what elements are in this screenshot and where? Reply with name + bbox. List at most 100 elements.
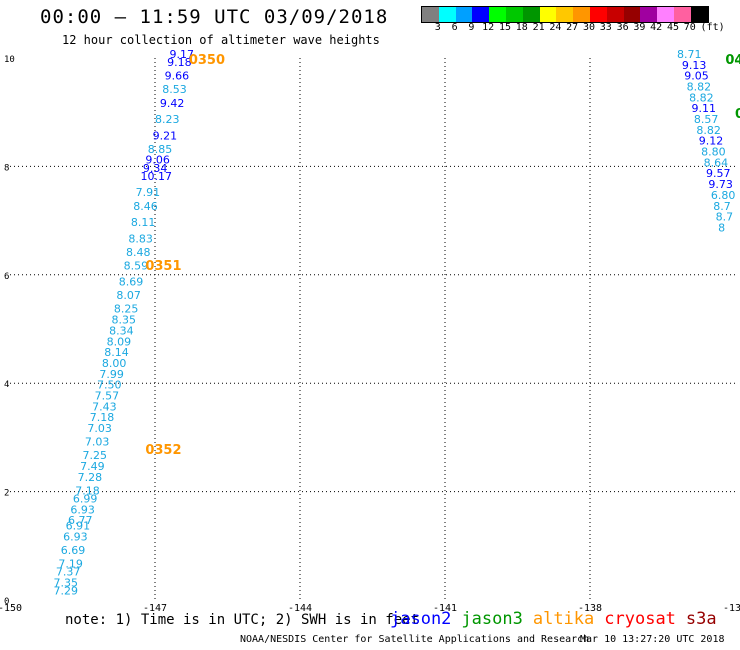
color-scale-ticks: 3 6 9 12 15 18 21 24 27 30 33 36 39 42 45 70 (ft) bbox=[421, 22, 740, 34]
legend-tick-label: 45 bbox=[666, 22, 680, 33]
wave-height-label: 8.14 bbox=[104, 346, 129, 359]
page-subtitle: 12 hour collection of altimeter wave hei… bbox=[62, 33, 380, 47]
wave-height-label: 6.80 bbox=[711, 189, 736, 202]
satellite-legend: jason2 jason3 altika cryosat s3a bbox=[390, 609, 727, 629]
wave-height-label: 6.99 bbox=[73, 492, 98, 505]
wave-height-label: 8.82 bbox=[689, 91, 714, 104]
wave-height-label: 6.91 bbox=[66, 520, 91, 533]
wave-height-label: 8.85 bbox=[148, 143, 173, 156]
credit-text: NOAA/NESDIS Center for Satellite Applica… bbox=[240, 634, 590, 645]
legend-swatch bbox=[455, 7, 473, 22]
wave-height-label: 7.43 bbox=[92, 400, 117, 413]
wave-height-label: 7.50 bbox=[97, 379, 122, 392]
wave-height-label: 8.09 bbox=[107, 335, 131, 348]
legend-swatch bbox=[522, 7, 540, 22]
wave-height-label: 8.59 bbox=[124, 259, 149, 272]
wave-height-label: 7.37 bbox=[56, 566, 81, 579]
x-tick-label: -138 bbox=[578, 603, 602, 614]
satellite-jason3: jason3 bbox=[461, 609, 523, 629]
wave-height-label: 8.82 bbox=[696, 124, 721, 137]
legend-swatch bbox=[505, 7, 523, 22]
legend-swatch bbox=[539, 7, 557, 22]
legend-swatch bbox=[472, 7, 490, 22]
units-note: note: 1) Time is in UTC; 2) SWH is in fe… bbox=[65, 612, 420, 628]
wave-height-label: 8.71 bbox=[677, 48, 702, 61]
wave-height-label: 8.35 bbox=[112, 314, 137, 327]
legend-tick-label: 15 bbox=[498, 22, 512, 33]
wave-height-label: 8.11 bbox=[131, 216, 156, 229]
legend-tick-label: 24 bbox=[549, 22, 562, 33]
wave-height-label: 7.57 bbox=[95, 389, 120, 402]
pass-time-label: 0350 bbox=[189, 53, 225, 68]
satellite-jason2: jason2 bbox=[390, 609, 452, 629]
x-tick-label: -135 bbox=[723, 603, 740, 614]
legend-swatch bbox=[438, 7, 456, 22]
y-tick-label: 4 bbox=[4, 380, 9, 390]
y-tick-label: 8 bbox=[4, 163, 9, 173]
credit-date: Mar 10 13:27:20 UTC 2018 bbox=[580, 634, 725, 645]
legend-tick-label: 39 bbox=[633, 22, 646, 33]
pass-time-label: 0351 bbox=[145, 259, 181, 274]
wave-height-label: 7.18 bbox=[90, 411, 115, 424]
wave-height-label: 9.17 bbox=[170, 48, 195, 61]
wave-height-label: 7.91 bbox=[136, 186, 161, 199]
pass-time-label: 0352 bbox=[145, 443, 181, 458]
color-scale-legend bbox=[421, 6, 709, 23]
wave-height-label: 7.28 bbox=[78, 471, 103, 484]
wave-height-label: 8.7 bbox=[716, 211, 734, 224]
wave-height-label: 8.48 bbox=[126, 246, 151, 259]
legend-swatch bbox=[673, 7, 691, 22]
wave-height-label: 9.06 bbox=[145, 154, 170, 167]
wave-height-label: 8.64 bbox=[704, 156, 729, 169]
wave-height-label: 8 bbox=[718, 221, 725, 234]
wave-height-label: 8.7 bbox=[713, 200, 731, 213]
legend-tick-label: 30 bbox=[582, 22, 596, 33]
satellite-altika: altika bbox=[532, 609, 595, 629]
legend-swatch bbox=[573, 7, 590, 22]
legend-tick-label: 70 bbox=[683, 22, 696, 33]
wave-height-label: 9.11 bbox=[692, 102, 717, 115]
wave-height-label: 10.17 bbox=[141, 170, 173, 183]
wave-height-label: 8.57 bbox=[694, 113, 719, 126]
legend-tick-label: 36 bbox=[616, 22, 629, 33]
y-tick-label: 10 bbox=[4, 55, 15, 65]
legend-tick-label: (ft) bbox=[700, 22, 725, 33]
y-tick-label: 2 bbox=[4, 489, 9, 499]
wave-height-label: 8.83 bbox=[128, 232, 153, 245]
wave-height-label: 8.25 bbox=[114, 303, 138, 316]
wave-height-label: 7.29 bbox=[54, 585, 79, 598]
legend-swatch bbox=[640, 7, 658, 22]
x-tick-label: -147 bbox=[143, 603, 167, 614]
wave-height-label: 7.25 bbox=[83, 449, 108, 462]
wave-height-label: 8.80 bbox=[701, 146, 726, 159]
wave-height-label: 9.05 bbox=[684, 70, 709, 83]
legend-swatch bbox=[606, 7, 624, 22]
wave-height-label: 8.34 bbox=[109, 324, 134, 337]
wave-height-label: 8.69 bbox=[119, 276, 144, 289]
wave-height-label: 8.07 bbox=[116, 289, 141, 302]
legend-tick-label: 6 bbox=[451, 22, 458, 33]
wave-height-label: 8.82 bbox=[687, 81, 712, 94]
legend-swatch bbox=[489, 7, 506, 22]
legend-tick-label: 33 bbox=[599, 22, 612, 33]
pass-time-label: 04 bbox=[735, 107, 740, 122]
wave-height-label: 9.18 bbox=[167, 56, 192, 69]
wave-height-label: 9.13 bbox=[682, 59, 707, 72]
wave-height-label: 8.00 bbox=[102, 357, 127, 370]
pass-time-label: 0439 bbox=[725, 53, 740, 68]
legend-tick-label: 18 bbox=[515, 22, 528, 33]
legend-swatch bbox=[422, 7, 439, 22]
satellite-cryosat: cryosat bbox=[604, 609, 676, 629]
wave-height-label: 6.77 bbox=[68, 514, 93, 527]
wave-height-label: 6.93 bbox=[63, 530, 88, 543]
wave-height-label: 8.53 bbox=[162, 83, 187, 96]
wave-height-label: 9.73 bbox=[708, 178, 733, 191]
wave-height-label: 9.21 bbox=[153, 129, 178, 142]
wave-height-label: 8.46 bbox=[133, 200, 158, 213]
legend-tick-label: 9 bbox=[468, 22, 475, 33]
legend-swatch bbox=[657, 7, 674, 22]
wave-height-label: 9.66 bbox=[165, 70, 190, 83]
wave-height-label: 7.99 bbox=[99, 368, 124, 381]
wave-height-label: 9.34 bbox=[143, 162, 168, 175]
